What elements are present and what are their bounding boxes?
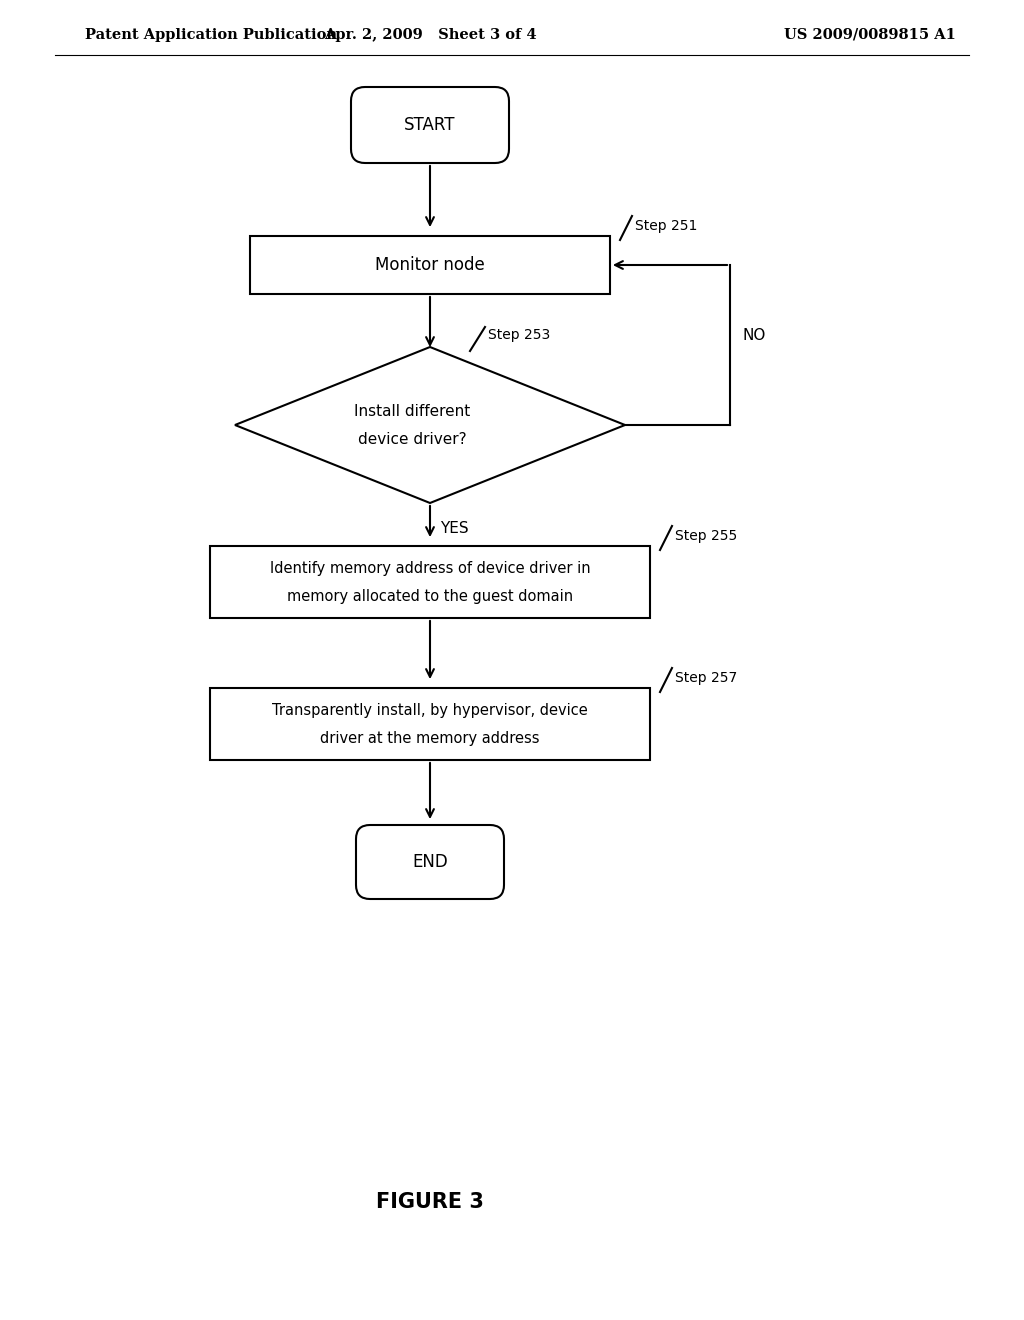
Text: END: END xyxy=(412,853,447,871)
Text: Step 257: Step 257 xyxy=(675,671,737,685)
Bar xyxy=(250,236,610,294)
Polygon shape xyxy=(234,347,625,503)
Text: Step 251: Step 251 xyxy=(635,219,697,234)
FancyBboxPatch shape xyxy=(356,825,504,899)
Text: Patent Application Publication: Patent Application Publication xyxy=(85,28,337,42)
Text: Monitor node: Monitor node xyxy=(375,256,485,275)
Text: Step 253: Step 253 xyxy=(488,327,550,342)
Bar xyxy=(210,688,650,760)
Text: device driver?: device driver? xyxy=(357,432,466,446)
Text: Step 255: Step 255 xyxy=(675,529,737,543)
Bar xyxy=(210,546,650,618)
Text: Transparently install, by hypervisor, device: Transparently install, by hypervisor, de… xyxy=(272,702,588,718)
Text: driver at the memory address: driver at the memory address xyxy=(321,730,540,746)
Text: START: START xyxy=(404,116,456,135)
Text: Install different: Install different xyxy=(354,404,470,418)
Text: FIGURE 3: FIGURE 3 xyxy=(376,1192,484,1212)
Text: Apr. 2, 2009   Sheet 3 of 4: Apr. 2, 2009 Sheet 3 of 4 xyxy=(324,28,537,42)
Text: US 2009/0089815 A1: US 2009/0089815 A1 xyxy=(784,28,956,42)
Text: YES: YES xyxy=(440,521,469,536)
FancyBboxPatch shape xyxy=(351,87,509,162)
Text: memory allocated to the guest domain: memory allocated to the guest domain xyxy=(287,589,573,603)
Text: Identify memory address of device driver in: Identify memory address of device driver… xyxy=(269,561,590,576)
Text: NO: NO xyxy=(742,327,765,342)
